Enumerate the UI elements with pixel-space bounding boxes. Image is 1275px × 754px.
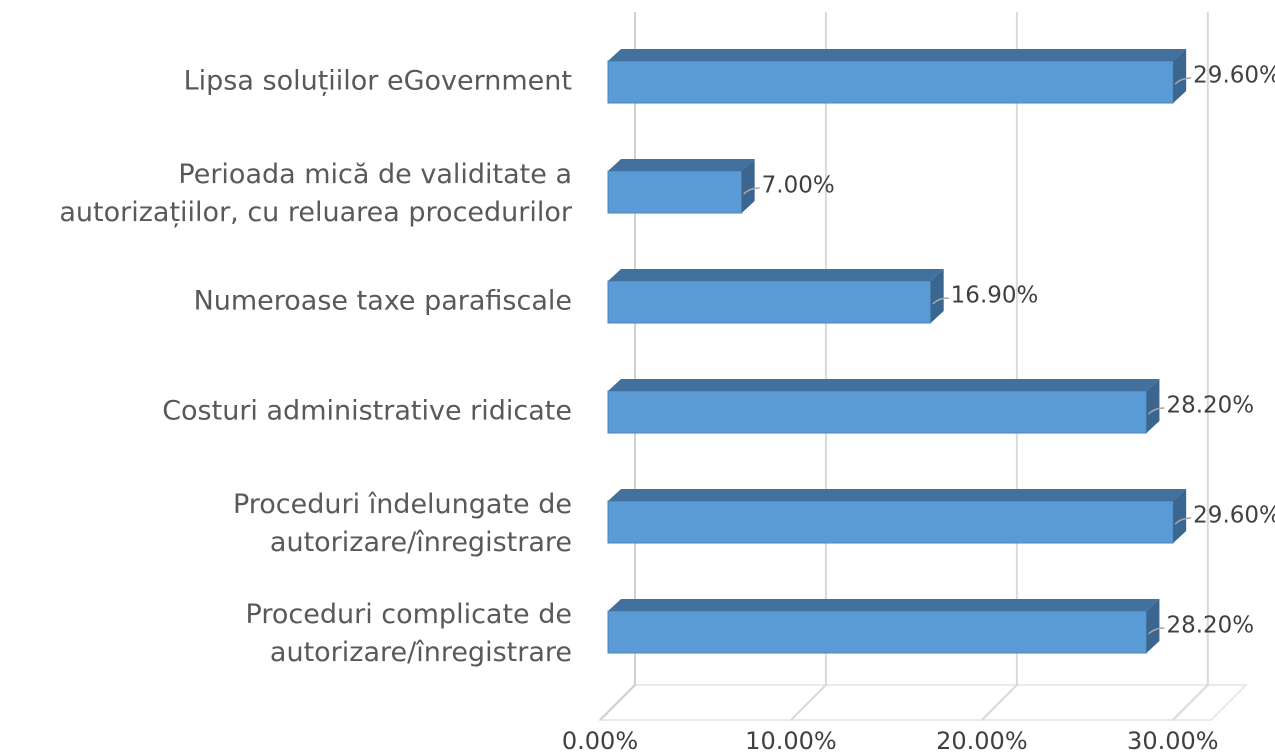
grid-line [790,12,827,721]
value-label: 16.90% [951,283,1039,309]
bar-top [608,269,944,281]
bar-top [608,379,1160,391]
bar-top [608,49,1187,61]
bar [607,599,1160,654]
grid-line [1172,12,1209,721]
value-label: 29.60% [1193,63,1275,89]
bar [607,269,944,324]
bar-side [1146,379,1160,433]
value-label: 7.00% [762,173,835,199]
category-line: autorizațiilor, cu reluarea procedurilor [59,197,573,228]
category-label: Lipsa soluțiilor eGovernment [184,66,572,97]
bar [607,49,1187,104]
value-label: 29.60% [1193,503,1275,529]
bar-side [1146,599,1160,653]
x-tick-label: 30.00% [1127,727,1219,754]
bar-front [607,500,1174,544]
bar-front [607,60,1174,104]
bar [607,379,1160,434]
axis-line [599,12,636,721]
category-line: autorizare/înregistrare [270,527,572,558]
leader-line [1147,407,1165,415]
category-line: Proceduri îndelungate de [233,489,572,520]
bar-top [608,489,1187,501]
leader-line [1174,517,1192,525]
category-label: Perioada mică de validitate a autorizații… [59,159,573,228]
leader-line [743,187,760,195]
bar-side [1173,489,1187,543]
category-label: Proceduri complicate de autorizare/înregi… [246,599,572,668]
category-label: Proceduri îndelungate de autorizare/înreg… [233,489,572,558]
grid-line [981,12,1018,721]
leader-line [1174,77,1192,85]
bar [607,489,1187,544]
bar-front [607,280,932,324]
category-label: Numeroase taxe parafiscale [194,286,572,317]
value-label: 28.20% [1166,393,1254,419]
bar-top [608,159,755,171]
bar-side [1173,49,1187,103]
bar-front [607,170,743,214]
bar-top [608,599,1160,611]
leader-line [932,297,949,305]
x-tick-label: 20.00% [936,727,1028,754]
leader-line [1147,627,1165,635]
floor [598,684,1248,721]
x-tick-label: 10.00% [745,727,837,754]
value-label: 28.20% [1166,613,1254,639]
bar-front [607,390,1147,434]
category-line: Perioada mică de validitate a [178,159,572,190]
category-label: Costuri administrative ridicate [162,396,572,427]
category-line: Proceduri complicate de [246,599,572,630]
bar-front [607,610,1147,654]
x-tick-label: 0.00% [562,727,638,754]
bar-side [741,159,755,213]
bar [607,159,755,214]
category-line: autorizare/înregistrare [270,637,572,668]
bar-side [930,269,944,323]
